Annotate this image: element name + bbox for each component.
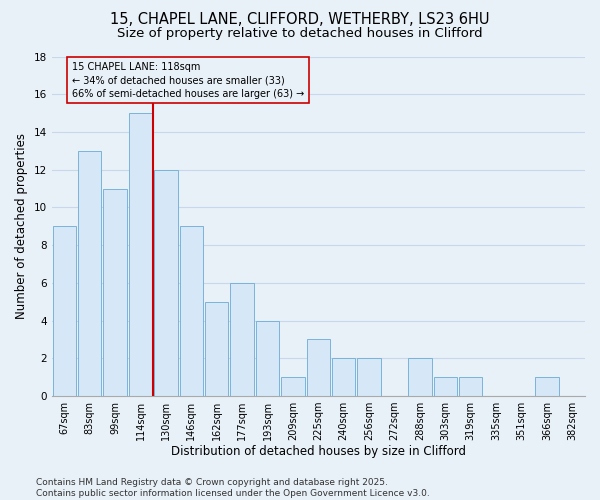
Bar xyxy=(307,340,330,396)
Bar xyxy=(154,170,178,396)
Bar xyxy=(103,188,127,396)
Text: 15, CHAPEL LANE, CLIFFORD, WETHERBY, LS23 6HU: 15, CHAPEL LANE, CLIFFORD, WETHERBY, LS2… xyxy=(110,12,490,28)
Bar xyxy=(205,302,229,396)
Bar xyxy=(434,377,457,396)
Bar xyxy=(78,151,101,396)
X-axis label: Distribution of detached houses by size in Clifford: Distribution of detached houses by size … xyxy=(171,444,466,458)
Text: Contains HM Land Registry data © Crown copyright and database right 2025.
Contai: Contains HM Land Registry data © Crown c… xyxy=(36,478,430,498)
Bar xyxy=(281,377,305,396)
Bar xyxy=(332,358,355,396)
Text: 15 CHAPEL LANE: 118sqm
← 34% of detached houses are smaller (33)
66% of semi-det: 15 CHAPEL LANE: 118sqm ← 34% of detached… xyxy=(72,62,304,98)
Bar xyxy=(459,377,482,396)
Text: Size of property relative to detached houses in Clifford: Size of property relative to detached ho… xyxy=(117,28,483,40)
Bar xyxy=(53,226,76,396)
Bar xyxy=(179,226,203,396)
Bar xyxy=(535,377,559,396)
Bar xyxy=(230,283,254,396)
Bar xyxy=(129,113,152,396)
Bar xyxy=(358,358,381,396)
Bar xyxy=(256,320,279,396)
Y-axis label: Number of detached properties: Number of detached properties xyxy=(15,133,28,319)
Bar xyxy=(408,358,431,396)
